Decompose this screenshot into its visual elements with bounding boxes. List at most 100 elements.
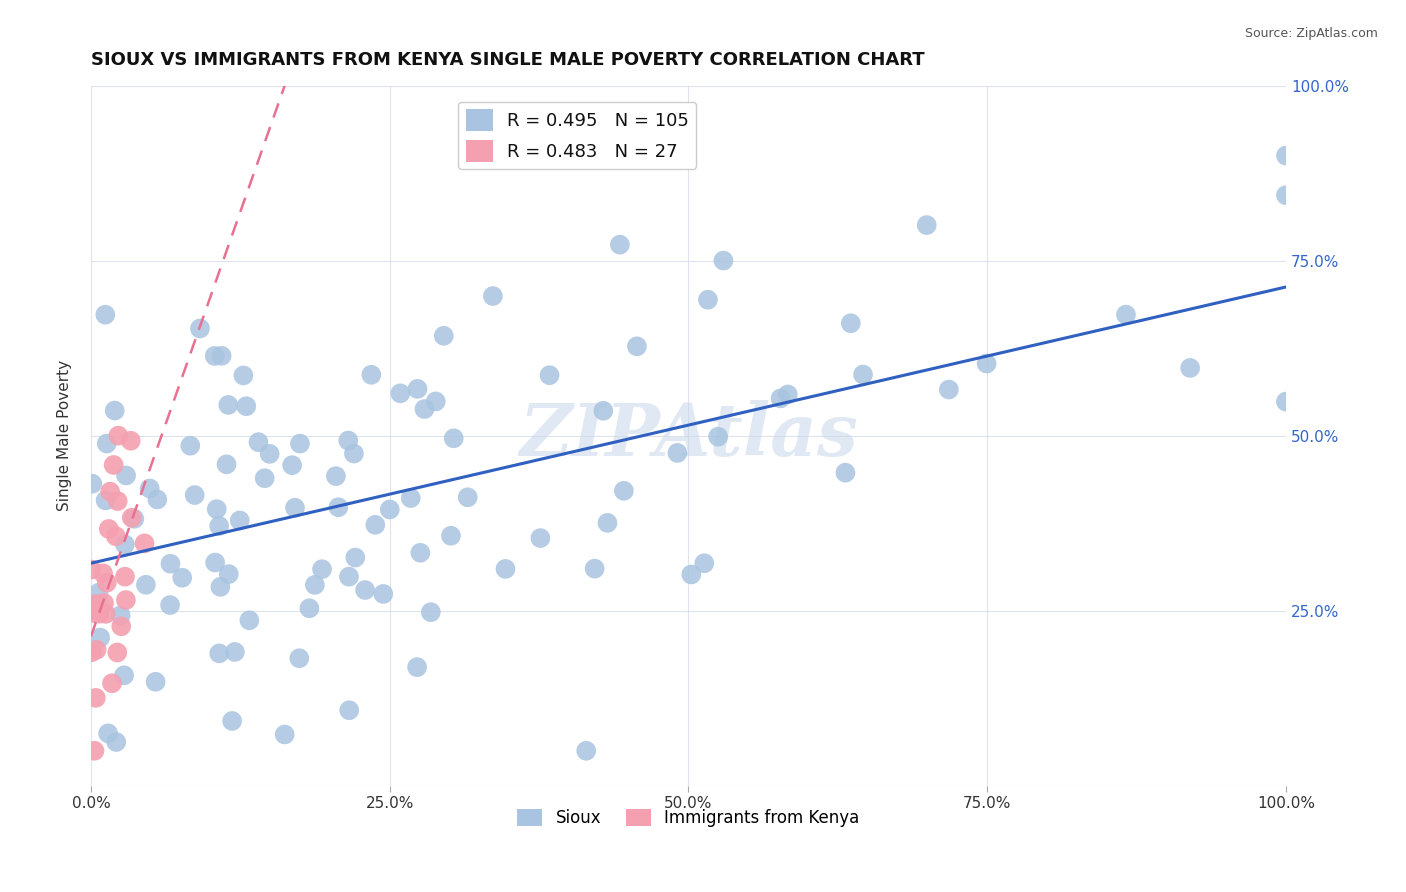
Point [115, 468, 138, 483]
Point [188, 321, 211, 335]
Point [284, 500, 307, 515]
Point [83, 606, 105, 620]
Point [373, 587, 395, 601]
Point [666, 446, 689, 460]
Point [343, 446, 366, 460]
Point [101, 676, 124, 690]
Point [211, 349, 233, 363]
Point [124, 512, 146, 526]
Point [107, 428, 129, 442]
Point [120, 434, 142, 448]
Point [433, 328, 456, 343]
Point [82, 599, 104, 613]
Point [364, 517, 387, 532]
Point [238, 613, 260, 627]
Point [425, 394, 447, 409]
Point [86, 642, 108, 657]
Point [114, 569, 136, 583]
Point [713, 253, 735, 268]
Point [104, 403, 127, 417]
Point [84, 597, 107, 611]
Point [457, 490, 479, 504]
Point [110, 619, 132, 633]
Point [80, 645, 103, 659]
Point [707, 430, 730, 444]
Point [121, 510, 143, 524]
Point [146, 492, 169, 507]
Point [135, 578, 157, 592]
Point [89, 631, 111, 645]
Point [482, 289, 505, 303]
Point [613, 483, 636, 498]
Point [288, 651, 311, 665]
Point [134, 536, 156, 550]
Point [224, 645, 246, 659]
Point [399, 491, 422, 505]
Point [80, 563, 103, 577]
Point [596, 516, 619, 530]
Point [94, 493, 117, 508]
Point [259, 447, 281, 461]
Point [626, 339, 648, 353]
Point [218, 567, 240, 582]
Point [529, 531, 551, 545]
Point [232, 368, 254, 383]
Point [229, 513, 252, 527]
Point [82, 476, 104, 491]
Point [281, 458, 304, 472]
Point [91, 566, 114, 581]
Point [575, 744, 598, 758]
Point [693, 556, 716, 570]
Point [852, 368, 875, 382]
Point [221, 714, 243, 728]
Text: Source: ZipAtlas.com: Source: ZipAtlas.com [1244, 27, 1378, 40]
Point [235, 399, 257, 413]
Point [96, 575, 118, 590]
Point [179, 439, 201, 453]
Point [110, 608, 132, 623]
Point [204, 556, 226, 570]
Point [205, 502, 228, 516]
Point [183, 488, 205, 502]
Point [406, 660, 429, 674]
Point [253, 471, 276, 485]
Point [328, 500, 350, 515]
Point [378, 502, 401, 516]
Point [217, 398, 239, 412]
Point [138, 482, 160, 496]
Point [538, 368, 561, 383]
Point [413, 402, 436, 417]
Point [409, 546, 432, 560]
Point [247, 435, 270, 450]
Point [104, 529, 127, 543]
Point [1115, 308, 1137, 322]
Point [114, 537, 136, 551]
Point [915, 218, 938, 232]
Point [311, 562, 333, 576]
Point [83, 744, 105, 758]
Point [145, 674, 167, 689]
Point [938, 383, 960, 397]
Point [344, 550, 367, 565]
Point [288, 436, 311, 450]
Point [495, 562, 517, 576]
Point [769, 392, 792, 406]
Point [834, 466, 856, 480]
Point [97, 726, 120, 740]
Point [209, 580, 232, 594]
Point [105, 735, 128, 749]
Point [89, 607, 111, 621]
Point [440, 529, 463, 543]
Point [172, 571, 194, 585]
Point [354, 582, 377, 597]
Point [115, 593, 138, 607]
Text: ZIPAtlas: ZIPAtlas [519, 401, 858, 471]
Point [592, 404, 614, 418]
Point [208, 519, 231, 533]
Point [159, 557, 181, 571]
Text: SIOUX VS IMMIGRANTS FROM KENYA SINGLE MALE POVERTY CORRELATION CHART: SIOUX VS IMMIGRANTS FROM KENYA SINGLE MA… [91, 51, 925, 69]
Point [609, 237, 631, 252]
Point [215, 458, 238, 472]
Point [337, 569, 360, 583]
Point [273, 727, 295, 741]
